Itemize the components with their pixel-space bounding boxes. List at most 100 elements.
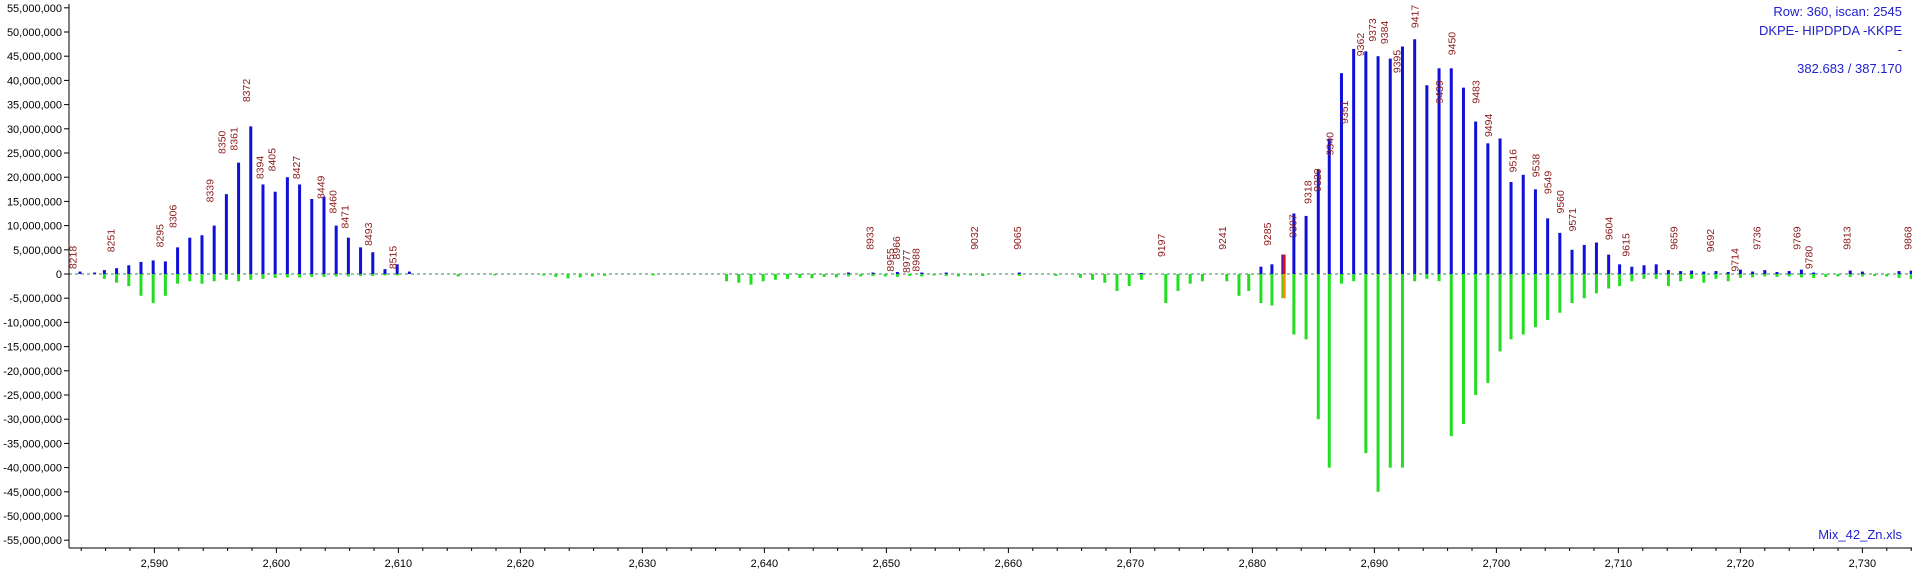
x-tick-label: 2,600 [263, 558, 291, 570]
negative-bar [883, 274, 887, 277]
negative-bar [847, 274, 851, 277]
positive-bar [1461, 87, 1465, 274]
negative-bar [810, 274, 814, 279]
peak-label: 8955 [885, 248, 897, 272]
negative-bar [1103, 274, 1107, 283]
negative-bar [1259, 274, 1263, 304]
negative-bar [578, 274, 582, 278]
y-tick-label: -5,000,000 [9, 293, 62, 305]
positive-bar [1714, 271, 1718, 274]
positive-bar [78, 271, 82, 274]
y-tick-label: 45,000,000 [7, 51, 62, 63]
negative-bar [1115, 274, 1119, 291]
positive-bar [1787, 271, 1791, 274]
negative-bar [1498, 274, 1502, 352]
positive-bar [1304, 215, 1308, 274]
negative-bar [981, 274, 985, 276]
negative-bar [1437, 274, 1441, 282]
negative-bar [1364, 274, 1368, 454]
positive-bar [176, 247, 180, 274]
peak-label: 8977 [901, 250, 913, 274]
positive-bar [1679, 271, 1683, 274]
negative-bar [859, 274, 863, 277]
positive-bar [1751, 271, 1755, 274]
peak-label: 9318 [1302, 180, 1314, 204]
y-tick-label: -10,000,000 [3, 317, 62, 329]
negative-bar [1812, 274, 1816, 278]
peak-label: 9769 [1792, 226, 1804, 250]
negative-bar [151, 274, 155, 304]
positive-bar [1775, 272, 1779, 274]
peak-label: 9868 [1903, 226, 1912, 250]
negative-bar [1824, 274, 1828, 277]
positive-bar [1546, 218, 1550, 274]
positive-bar [1270, 264, 1274, 274]
positive-bar [151, 260, 155, 274]
negative-bar [1860, 274, 1864, 277]
negative-bar [761, 274, 765, 282]
peak-label: 9329 [1312, 168, 1324, 192]
peak-label: 8405 [267, 148, 279, 172]
y-tick-label: 20,000,000 [7, 172, 62, 184]
negative-bar [725, 274, 729, 282]
positive-bar [1666, 270, 1670, 274]
positive-bar [1582, 244, 1586, 274]
negative-bar [1413, 274, 1417, 282]
peak-label: 9714 [1729, 248, 1741, 272]
positive-bar [310, 198, 314, 274]
peak-label: 9065 [1012, 226, 1024, 250]
negative-bar [1909, 274, 1912, 279]
negative-bar [1400, 274, 1404, 468]
positive-bar [1259, 266, 1263, 274]
peak-label: 9241 [1217, 226, 1229, 250]
negative-bar [566, 274, 570, 279]
peak-label: 9307 [1288, 214, 1300, 238]
negative-bar [554, 274, 558, 277]
negative-bar [1738, 274, 1742, 278]
positive-bar [115, 268, 119, 274]
negative-bar [822, 274, 826, 277]
y-tick-label: -40,000,000 [3, 463, 62, 475]
positive-bar [212, 225, 216, 274]
positive-bar [1860, 271, 1864, 274]
positive-bar [1413, 39, 1417, 275]
positive-bar [1909, 270, 1912, 274]
peak-label: 8471 [340, 205, 352, 229]
negative-bar [310, 274, 314, 277]
negative-bar [1594, 274, 1598, 294]
negative-bar [969, 274, 973, 276]
positive-bar [1763, 270, 1767, 274]
negative-bar [1164, 274, 1168, 304]
peak-label: 9439 [1434, 80, 1446, 104]
negative-bar [261, 274, 265, 279]
negative-bar [1570, 274, 1574, 304]
negative-bar [603, 274, 607, 276]
peak-label: 9560 [1555, 190, 1567, 214]
positive-bar [298, 184, 302, 274]
peak-label: 9351 [1339, 100, 1351, 124]
positive-bar [1799, 269, 1803, 274]
y-tick-label: 40,000,000 [7, 75, 62, 87]
negative-bar [1078, 274, 1082, 278]
positive-bar [1498, 138, 1502, 274]
y-tick-label: -55,000,000 [3, 535, 62, 547]
negative-bar [956, 274, 960, 277]
y-tick-label: -15,000,000 [3, 342, 62, 354]
negative-bar [1897, 274, 1901, 278]
positive-bar [1642, 265, 1646, 274]
negative-bar [1702, 274, 1706, 283]
y-tick-label: -50,000,000 [3, 511, 62, 523]
positive-bar [383, 269, 387, 274]
positive-bar [285, 177, 289, 274]
negative-bar [1848, 274, 1852, 277]
positive-bar [1897, 271, 1901, 274]
negative-bar [1618, 274, 1622, 287]
negative-bar [749, 274, 753, 285]
negative-bar [944, 274, 948, 276]
negative-bar [298, 274, 302, 278]
peak-label: 9813 [1842, 226, 1854, 250]
positive-bar [1533, 189, 1537, 274]
peak-label: 9516 [1507, 149, 1519, 173]
x-tick-label: 2,700 [1483, 558, 1511, 570]
